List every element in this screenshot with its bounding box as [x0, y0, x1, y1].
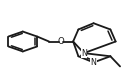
Text: N: N: [91, 58, 96, 67]
Text: N: N: [81, 49, 87, 58]
Text: O: O: [58, 37, 64, 46]
